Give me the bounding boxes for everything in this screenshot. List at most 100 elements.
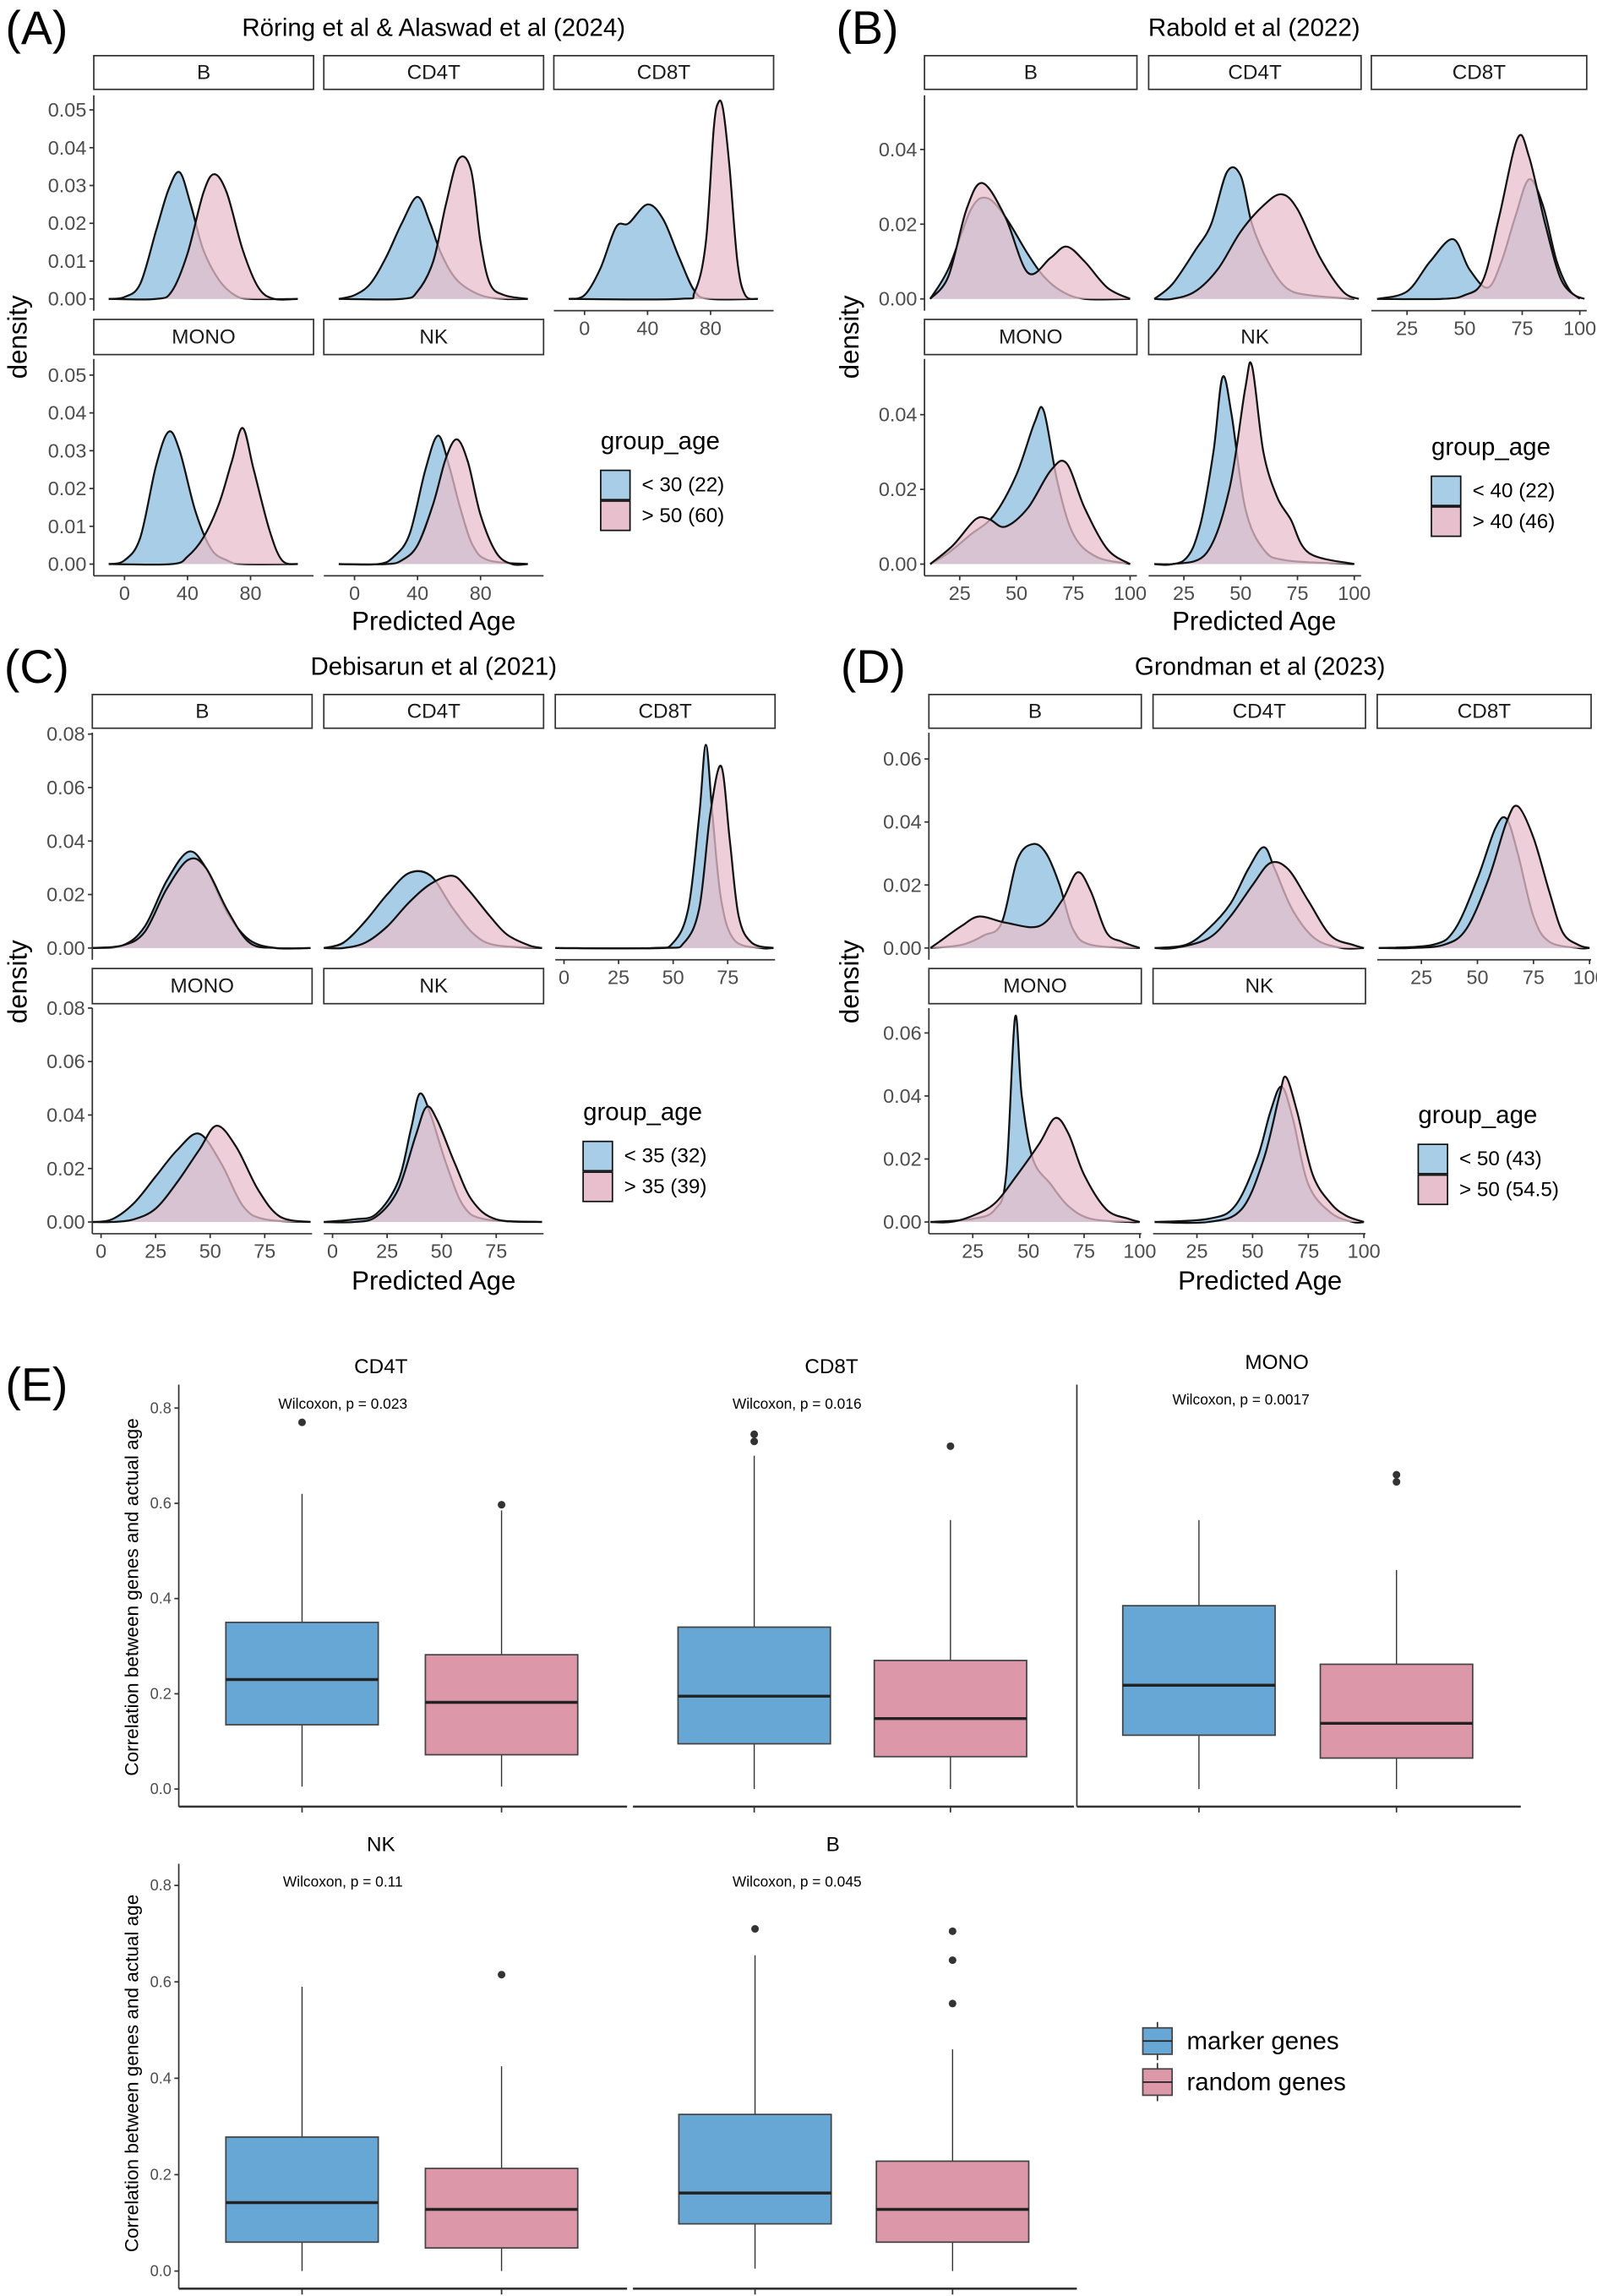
- legend-swatch: [582, 1171, 613, 1203]
- density-line-old: [338, 155, 528, 301]
- y-tick-label: 0.02: [883, 874, 922, 896]
- facet-strip: [91, 693, 313, 729]
- density-area-old: [555, 766, 774, 949]
- y-tick-label: 0.04: [46, 1104, 85, 1126]
- y-tick-label: 0.8: [150, 1877, 172, 1894]
- panel-label: (E): [5, 1359, 68, 1411]
- density-line-old: [108, 172, 298, 301]
- facet-strip: [1376, 693, 1592, 729]
- y-tick-label: 0.02: [46, 1158, 85, 1180]
- x-tick-label: 0: [327, 1241, 338, 1263]
- density-area-old: [569, 100, 758, 300]
- x-tick-label: 75: [1523, 967, 1545, 989]
- facet-strip: [554, 693, 777, 729]
- legend-label: marker genes: [1186, 2027, 1338, 2055]
- legend-title: group_age: [583, 1099, 702, 1126]
- density-area-old: [338, 439, 528, 565]
- density-line-old: [555, 765, 774, 950]
- density-line-old: [1154, 193, 1360, 301]
- density-area-young: [108, 172, 298, 300]
- facet-title: B: [826, 1833, 840, 1856]
- legend-title: group_age: [1431, 433, 1551, 461]
- facet-strip-label: CD4T: [1228, 61, 1282, 84]
- density-line-old: [1154, 860, 1365, 950]
- outlier-point: [948, 1999, 957, 2008]
- facet-strip-label: CD4T: [407, 61, 461, 84]
- facet-strip-label: MONO: [172, 325, 236, 348]
- facet-strip-label: MONO: [171, 974, 235, 997]
- y-tick-label: 0.02: [48, 212, 87, 234]
- density-area-young: [108, 431, 298, 564]
- y-tick-label: 0.04: [48, 137, 87, 159]
- legend-swatch: [1417, 1174, 1448, 1206]
- y-tick-label: 0.01: [48, 515, 87, 537]
- y-tick-label: 0.06: [883, 1022, 922, 1044]
- marker-genes-box: [677, 1626, 831, 1745]
- x-tick-label: 25: [1173, 582, 1195, 604]
- density-area-young: [1378, 816, 1590, 949]
- x-tick-label: 40: [636, 317, 658, 339]
- y-tick-label: 0.06: [883, 748, 922, 770]
- density-line-old: [929, 182, 1131, 300]
- outlier-point: [751, 1924, 760, 1933]
- legend-swatch: [1431, 506, 1462, 537]
- y-tick-label: 0.00: [883, 937, 922, 959]
- outlier-point: [498, 1971, 506, 1979]
- x-tick-label: 100: [1348, 1241, 1381, 1263]
- x-tick-label: 25: [376, 1241, 398, 1263]
- facet-strip: [928, 968, 1142, 1005]
- wilcoxon-label: Wilcoxon, p = 0.11: [283, 1873, 403, 1890]
- x-tick-label: 80: [700, 317, 722, 339]
- facet-strip: [323, 968, 545, 1005]
- facet-strip: [924, 55, 1138, 90]
- facet-strip-label: B: [1024, 61, 1038, 84]
- x-tick-label: 25: [1410, 967, 1432, 989]
- facet-title: NK: [367, 1833, 395, 1856]
- density-area-old: [324, 875, 542, 949]
- x-tick-label: 40: [177, 582, 199, 604]
- density-line-old: [1154, 1075, 1365, 1224]
- density-line-old: [92, 857, 311, 950]
- facet-strip: [91, 968, 313, 1005]
- density-line-old: [108, 427, 298, 566]
- x-tick-label: 75: [1287, 582, 1309, 604]
- legend-label: < 35 (32): [624, 1145, 707, 1168]
- density-area-old: [1154, 362, 1354, 565]
- facet-strip: [323, 319, 545, 356]
- density-line-old: [324, 1105, 542, 1224]
- legend-title: group_age: [601, 427, 720, 455]
- facet-strip: [93, 319, 314, 356]
- density-area-old: [92, 1126, 311, 1223]
- y-tick-label: 0.02: [46, 884, 85, 906]
- y-tick-label: 0.03: [48, 175, 87, 197]
- x-axis-label: Predicted Age: [1172, 607, 1336, 636]
- y-tick-label: 0.05: [48, 364, 87, 386]
- y-tick-label: 0.04: [883, 1085, 922, 1107]
- x-tick-label: 50: [431, 1241, 453, 1263]
- facet-strip: [928, 693, 1142, 729]
- density-line-old: [569, 99, 759, 301]
- outlier-point: [498, 1501, 506, 1509]
- facet-strip-label: B: [195, 700, 209, 723]
- x-tick-label: 25: [949, 582, 971, 604]
- x-tick-label: 40: [406, 582, 428, 604]
- facet-strip: [1147, 319, 1362, 356]
- x-tick-label: 100: [1123, 1241, 1156, 1263]
- facet-strip: [1147, 55, 1362, 90]
- y-tick-label: 0.00: [883, 1211, 922, 1233]
- y-tick-label: 0.04: [883, 811, 922, 833]
- y-tick-label: 0.00: [46, 937, 85, 959]
- y-tick-label: 0.02: [879, 213, 918, 235]
- x-tick-label: 75: [1062, 582, 1084, 604]
- density-area-old: [930, 1117, 1140, 1223]
- facet-strip: [553, 55, 775, 90]
- panel-title: Grondman et al (2023): [1135, 652, 1386, 680]
- facet-strip-label: CD4T: [407, 700, 461, 723]
- y-tick-label: 0.6: [150, 1973, 172, 1990]
- panel-label: (C): [4, 641, 69, 693]
- x-axis-label: Predicted Age: [352, 607, 515, 636]
- density-line-old: [324, 875, 542, 950]
- random-genes-box: [875, 2160, 1030, 2244]
- y-axis-label: density: [3, 940, 32, 1023]
